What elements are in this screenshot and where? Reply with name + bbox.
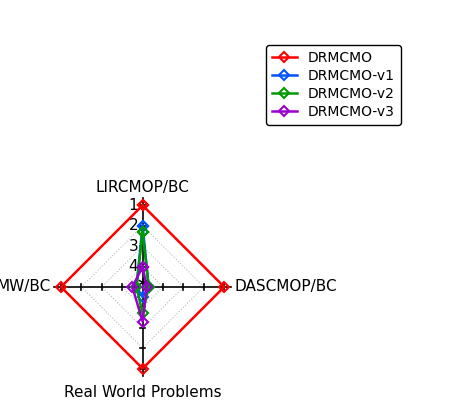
Text: MW/BC: MW/BC bbox=[0, 279, 51, 295]
Text: 1: 1 bbox=[128, 198, 138, 213]
Text: 2: 2 bbox=[128, 218, 138, 233]
Text: LIRCMOP/BC: LIRCMOP/BC bbox=[96, 180, 189, 195]
Text: Real World Problems: Real World Problems bbox=[64, 385, 222, 400]
Text: *: * bbox=[138, 277, 148, 297]
Text: DASCMOP/BC: DASCMOP/BC bbox=[234, 279, 337, 295]
Text: 4: 4 bbox=[128, 259, 138, 274]
Legend: DRMCMO, DRMCMO-v1, DRMCMO-v2, DRMCMO-v3: DRMCMO, DRMCMO-v1, DRMCMO-v2, DRMCMO-v3 bbox=[266, 45, 400, 125]
Text: 3: 3 bbox=[128, 239, 138, 254]
